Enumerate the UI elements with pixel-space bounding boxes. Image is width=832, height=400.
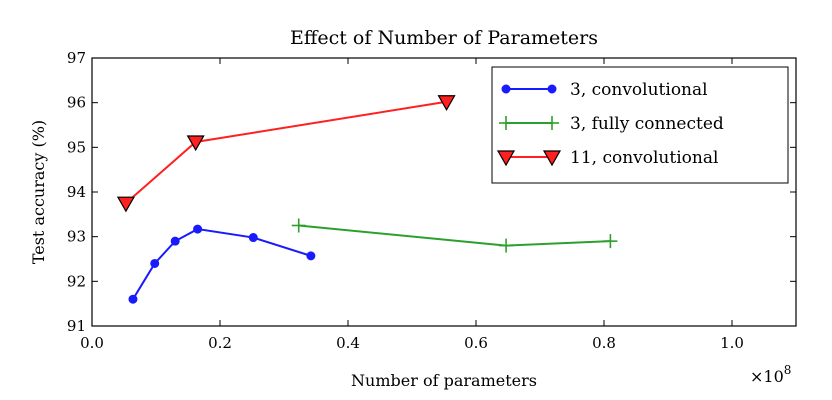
y-axis-label: Test accuracy (%) <box>29 120 48 264</box>
x-tick-label: 0.6 <box>464 334 488 352</box>
data-point <box>545 116 559 130</box>
legend-label: 11, convolutional <box>570 148 718 168</box>
x-multiplier-base: ×10 <box>750 367 784 386</box>
series-layer <box>116 95 618 304</box>
legend: 3, convolutional 3, fully connected 11, co… <box>491 66 789 184</box>
data-point <box>128 294 138 304</box>
data-point <box>150 258 160 268</box>
data-point <box>437 95 456 111</box>
ticks-layer: 0.0 0.2 0.4 0.6 0.8 1.0 91 92 93 94 95 96 97 <box>67 49 796 352</box>
data-point <box>499 238 514 253</box>
y-tick-label: 95 <box>67 138 86 156</box>
data-point <box>248 233 258 243</box>
y-tick-label: 96 <box>67 94 86 112</box>
chart-title: Effect of Number of Parameters <box>290 27 598 49</box>
x-axis-label: Number of parameters <box>351 371 537 390</box>
legend-entry: 11, convolutional <box>496 148 718 168</box>
x-tick-label: 0.4 <box>336 334 360 352</box>
x-tick-label: 0.0 <box>80 334 104 352</box>
legend-label: 3, convolutional <box>570 80 708 100</box>
y-tick-label: 93 <box>67 228 86 246</box>
series-line <box>132 228 312 300</box>
legend-label: 3, fully connected <box>570 114 724 134</box>
legend-entry: 3, convolutional <box>501 80 708 100</box>
x-tick-label: 0.2 <box>208 334 232 352</box>
y-tick-label: 97 <box>67 49 86 67</box>
data-point <box>186 135 205 152</box>
data-point <box>306 251 316 261</box>
y-tick-label: 94 <box>67 183 86 201</box>
series-line <box>125 100 447 204</box>
data-point <box>542 150 562 167</box>
series-2 <box>291 218 618 253</box>
data-point <box>499 116 513 130</box>
data-point <box>116 196 135 213</box>
y-tick-label: 92 <box>67 272 86 290</box>
legend-box <box>491 66 789 184</box>
x-axis-multiplier: ×108 <box>750 363 791 386</box>
x-tick-label: 0.8 <box>592 334 616 352</box>
data-point <box>170 236 180 246</box>
data-point <box>547 84 557 94</box>
data-point <box>501 84 511 94</box>
x-tick-label: 1.0 <box>720 334 744 352</box>
x-multiplier-exponent: 8 <box>784 363 792 377</box>
legend-entry: 3, fully connected <box>499 114 724 134</box>
data-point <box>193 224 203 234</box>
y-tick-label: 91 <box>67 317 86 335</box>
series-3 <box>116 95 456 213</box>
series-1 <box>128 224 316 304</box>
data-point <box>496 150 516 167</box>
data-point <box>291 218 306 233</box>
series-line <box>298 224 611 247</box>
data-point <box>603 234 618 249</box>
